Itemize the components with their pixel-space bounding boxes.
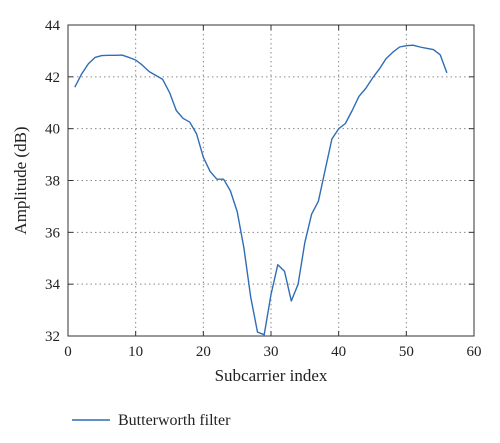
- y-tick-label: 34: [45, 277, 61, 293]
- y-axis-label: Amplitude (dB): [11, 126, 30, 234]
- series-layer: [74, 44, 448, 336]
- y-tick-label: 38: [45, 174, 60, 190]
- y-tick-label: 44: [45, 18, 61, 34]
- legend: Butterworth filter: [72, 412, 231, 429]
- x-tick-label: 20: [196, 344, 211, 360]
- x-tick-label: 0: [64, 344, 72, 360]
- x-tick-label: 30: [264, 344, 279, 360]
- x-tick-label: 50: [399, 344, 414, 360]
- series-line-butterworth: [74, 44, 448, 336]
- y-tick-label: 40: [45, 122, 60, 138]
- x-tick-labels: 0 10 20 30 40 50 60: [64, 344, 481, 360]
- x-tick-label: 40: [331, 344, 346, 360]
- tick-marks: [67, 24, 475, 337]
- y-tick-label: 42: [45, 70, 60, 86]
- x-tick-label: 10: [128, 344, 143, 360]
- x-axis-label: Subcarrier index: [215, 366, 328, 385]
- grid-lines: [68, 25, 474, 336]
- y-tick-label: 36: [45, 225, 61, 241]
- legend-label-butterworth: Butterworth filter: [118, 412, 231, 429]
- y-tick-label: 32: [45, 329, 60, 345]
- x-tick-label: 60: [467, 344, 482, 360]
- y-tick-labels: 32 34 36 38 40 42 44: [45, 18, 61, 345]
